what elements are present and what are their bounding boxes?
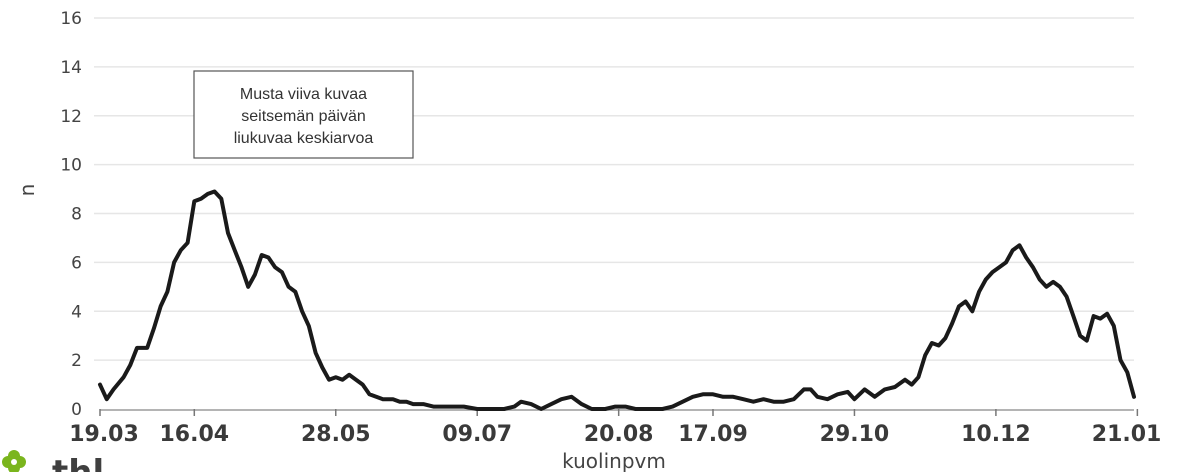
x-tick-label: 10.12 <box>961 422 1031 447</box>
y-tick-label: 2 <box>71 351 82 371</box>
clover-icon <box>2 450 26 472</box>
series-line-moving-average <box>98 189 1136 411</box>
annotation-line-3: liukuvaa keskiarvoa <box>234 130 374 147</box>
x-tick-label: 20.08 <box>584 422 654 447</box>
annotation-line-1: Musta viiva kuvaa <box>240 86 367 103</box>
gridlines <box>94 17 1134 361</box>
x-tick-label: 09.07 <box>442 422 512 447</box>
y-tick-label: 8 <box>71 205 82 225</box>
y-tick-label: 6 <box>71 253 82 273</box>
x-axis-label: kuolinpvm <box>562 449 666 472</box>
thl-logo: thl <box>2 450 104 472</box>
y-tick-label: 0 <box>71 400 82 420</box>
x-tick-labels: 19.03 16.04 28.05 09.07 20.08 17.09 29.10 10.12… <box>69 409 1161 447</box>
y-axis-label: n <box>15 184 39 197</box>
x-tick-label: 19.03 <box>69 422 139 447</box>
x-tick-label: 29.10 <box>820 422 890 447</box>
y-tick-label: 14 <box>60 58 82 78</box>
annotation-line-2: seitsemän päivän <box>241 108 366 125</box>
y-tick-label: 4 <box>71 302 82 322</box>
y-tick-label: 12 <box>60 107 82 127</box>
x-tick-label: 28.05 <box>301 422 371 447</box>
logo-text: thl <box>52 453 104 472</box>
x-tick-label: 16.04 <box>160 422 230 447</box>
series-layer <box>98 189 1136 411</box>
annotation-box: Musta viiva kuvaa seitsemän päivän liuku… <box>193 70 414 159</box>
y-tick-label: 10 <box>60 156 82 176</box>
y-tick-label: 16 <box>60 9 82 29</box>
y-tick-labels: 0 2 4 6 8 10 12 14 16 <box>60 9 82 420</box>
x-tick-label: 17.09 <box>678 422 748 447</box>
x-tick-label: 21.01 <box>1092 422 1162 447</box>
